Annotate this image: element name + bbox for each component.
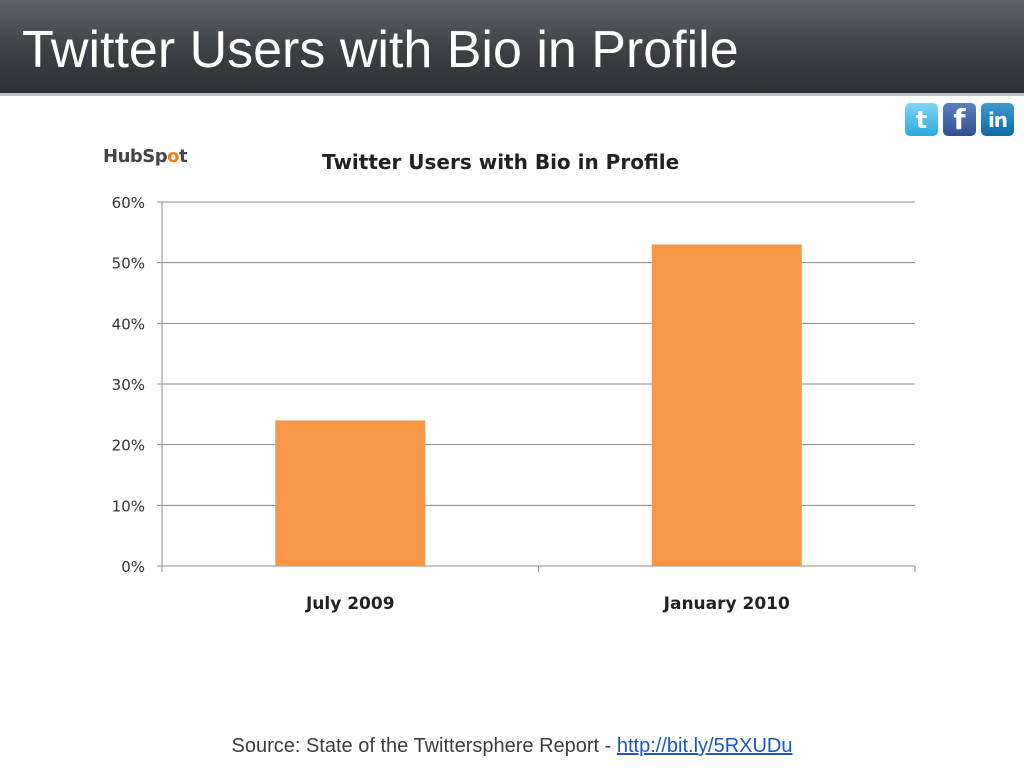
y-tick-label: 60% <box>112 194 145 212</box>
title-bar: Twitter Users with Bio in Profile <box>0 0 1024 96</box>
social-icons: t f in <box>905 103 1014 136</box>
y-tick-label: 10% <box>112 497 145 515</box>
y-tick-label: 0% <box>121 558 145 576</box>
slide-title: Twitter Users with Bio in Profile <box>22 21 739 79</box>
y-tick-label: 20% <box>112 437 145 455</box>
y-tick-label: 40% <box>112 315 145 333</box>
logo-sprocket: o <box>167 146 179 167</box>
twitter-icon[interactable]: t <box>905 103 938 136</box>
linkedin-icon[interactable]: in <box>981 103 1014 136</box>
chart-title: Twitter Users with Bio in Profile <box>322 150 680 174</box>
bar <box>651 244 802 566</box>
facebook-icon[interactable]: f <box>943 103 976 136</box>
y-tick-label: 30% <box>112 376 145 394</box>
source-text: Source: State of the Twittersphere Repor… <box>231 735 617 757</box>
x-category-label: July 2009 <box>305 594 395 614</box>
logo-text-after: t <box>179 146 188 167</box>
hubspot-logo: HubSpot <box>103 146 188 167</box>
source-footer: Source: State of the Twittersphere Repor… <box>0 735 1024 758</box>
source-link[interactable]: http://bit.ly/5RXUDu <box>616 735 793 757</box>
logo-text-before: HubSp <box>103 146 168 167</box>
x-category-label: January 2010 <box>663 594 790 614</box>
y-tick-label: 50% <box>112 255 145 273</box>
bar <box>275 420 426 566</box>
